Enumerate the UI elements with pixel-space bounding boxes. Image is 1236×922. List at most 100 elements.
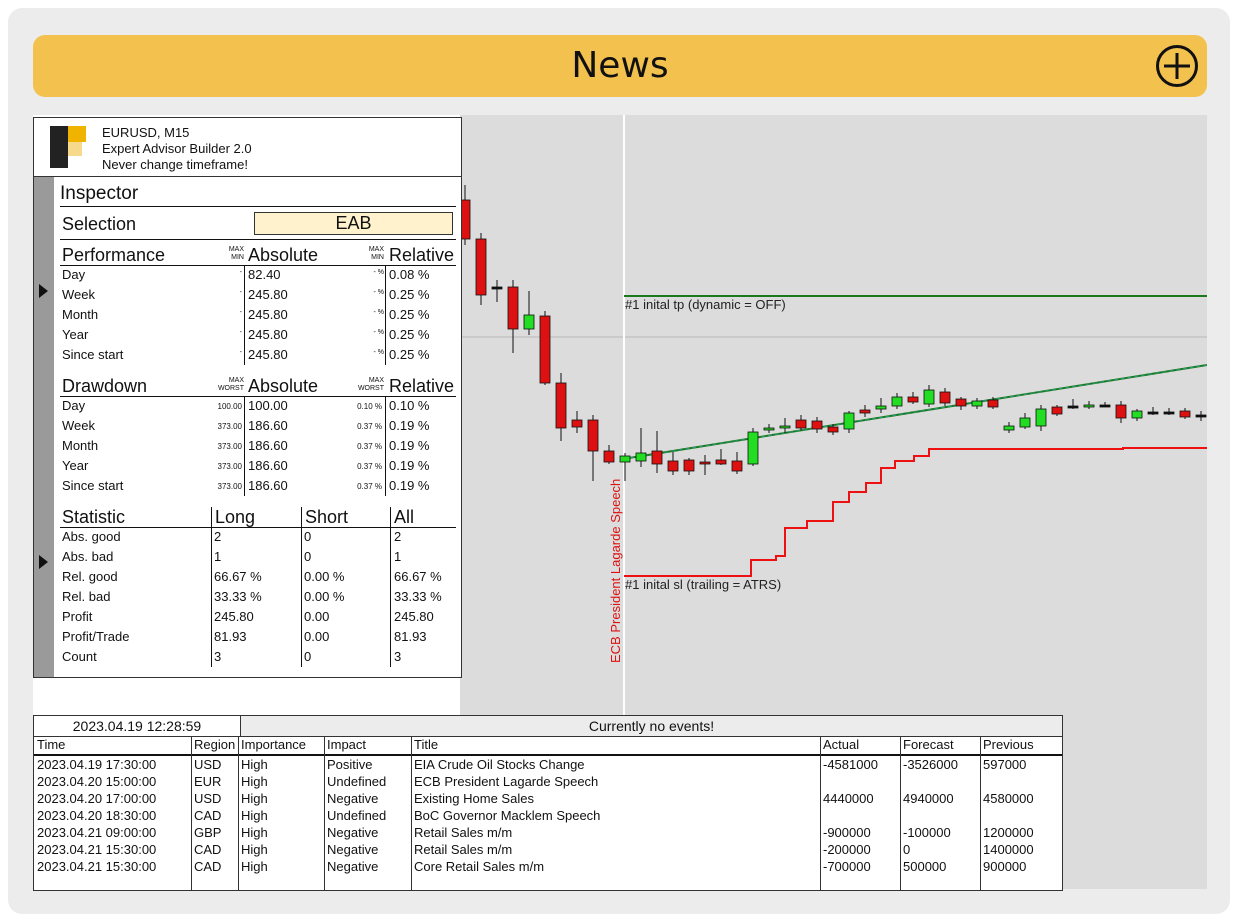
news-cell[interactable]: 2023.04.21 15:30:00 xyxy=(37,842,157,857)
drawdown-row-label: Since start xyxy=(62,478,124,493)
news-cell[interactable]: 0 xyxy=(903,842,911,857)
candle-body xyxy=(939,391,951,404)
news-column-header[interactable]: Forecast xyxy=(903,737,954,752)
drawdown-heading: Drawdown xyxy=(62,376,148,396)
news-cell[interactable]: 4940000 xyxy=(903,791,954,806)
selection-field[interactable]: EAB xyxy=(254,212,453,235)
news-cell[interactable]: High xyxy=(241,842,268,857)
news-cell[interactable]: -700000 xyxy=(823,859,871,874)
news-cell[interactable]: High xyxy=(241,825,268,840)
news-column-header[interactable]: Importance xyxy=(241,737,307,752)
perf-row-max-min: - xyxy=(239,289,242,296)
statistic-short-heading: Short xyxy=(305,507,349,527)
drawdown-row-label: Week xyxy=(62,418,95,433)
perf-row-max-min: - xyxy=(239,309,242,316)
news-cell[interactable]: USD xyxy=(194,791,222,806)
news-cell[interactable]: USD xyxy=(194,757,222,772)
expand-arrow-icon[interactable] xyxy=(39,555,48,569)
product-name: Expert Advisor Builder 2.0 xyxy=(102,141,252,156)
perf-row-label: Week xyxy=(62,287,95,302)
news-cell[interactable]: Negative xyxy=(327,859,379,874)
news-cell[interactable]: 597000 xyxy=(983,757,1027,772)
statistic-row-label: Rel. good xyxy=(62,569,118,584)
news-column-header[interactable]: Impact xyxy=(327,737,367,752)
news-cell[interactable]: 900000 xyxy=(983,859,1027,874)
news-cell[interactable]: CAD xyxy=(194,842,222,857)
news-cell[interactable]: EIA Crude Oil Stocks Change xyxy=(414,757,585,772)
news-cell[interactable]: 1200000 xyxy=(983,825,1034,840)
news-cell[interactable]: High xyxy=(241,808,268,823)
news-cell[interactable]: GBP xyxy=(194,825,222,840)
statistic-row-long: 245.80 xyxy=(214,609,254,624)
news-cell[interactable]: High xyxy=(241,791,268,806)
perf-row-label: Since start xyxy=(62,347,124,362)
news-column-header[interactable]: Previous xyxy=(983,737,1034,752)
perf-row-max-min: - xyxy=(239,269,242,276)
drawdown-row-relative: 0.19 % xyxy=(389,438,430,453)
candle-body xyxy=(491,286,503,290)
statistic-row-label: Rel. bad xyxy=(62,589,111,604)
news-cell[interactable]: -200000 xyxy=(823,842,871,857)
news-cell[interactable]: 1400000 xyxy=(983,842,1034,857)
news-cell[interactable]: BoC Governor Macklem Speech xyxy=(414,808,601,823)
news-column-header[interactable]: Actual xyxy=(823,737,860,752)
perf-row-absolute: 245.80 xyxy=(248,287,288,302)
news-cell[interactable]: Existing Home Sales xyxy=(414,791,534,806)
news-column-header[interactable]: Region xyxy=(194,737,236,752)
statistic-row-long: 2 xyxy=(214,529,222,544)
news-cell[interactable]: -3526000 xyxy=(903,757,958,772)
news-cell[interactable]: Undefined xyxy=(327,774,387,789)
news-cell[interactable]: CAD xyxy=(194,808,222,823)
drawdown-row-worst-rel: 0.10 % xyxy=(357,402,382,411)
news-cell[interactable]: -4581000 xyxy=(823,757,878,772)
news-cell[interactable]: 4580000 xyxy=(983,791,1034,806)
symbol-timeframe: EURUSD, M15 xyxy=(102,125,190,140)
selection-label: Selection xyxy=(62,214,137,234)
news-cell[interactable]: High xyxy=(241,774,268,789)
news-cell[interactable]: 2023.04.20 17:00:00 xyxy=(37,791,157,806)
news-cell[interactable]: 500000 xyxy=(903,859,947,874)
news-cell[interactable]: CAD xyxy=(194,859,222,874)
news-cell[interactable]: Positive xyxy=(327,757,373,772)
plus-circle-icon[interactable] xyxy=(1155,44,1199,88)
news-cell[interactable]: -100000 xyxy=(903,825,951,840)
candle-body xyxy=(875,405,887,410)
candle-body xyxy=(475,238,487,296)
news-column-header[interactable]: Title xyxy=(414,737,439,752)
news-cell[interactable]: Retail Sales m/m xyxy=(414,842,513,857)
candle-body xyxy=(587,419,599,452)
expand-arrow-icon[interactable] xyxy=(39,284,48,298)
performance-relative-heading: Relative xyxy=(389,245,455,265)
news-cell[interactable]: Negative xyxy=(327,791,379,806)
news-column-header[interactable]: Time xyxy=(37,737,66,752)
news-cell[interactable]: 2023.04.21 09:00:00 xyxy=(37,825,157,840)
drawdown-row-label: Month xyxy=(62,438,99,453)
news-cell[interactable]: 2023.04.21 15:30:00 xyxy=(37,859,157,874)
news-cell[interactable]: EUR xyxy=(194,774,222,789)
news-cell[interactable]: 2023.04.20 18:30:00 xyxy=(37,808,157,823)
news-cell[interactable]: ECB President Lagarde Speech xyxy=(414,774,599,789)
perf-row-absolute: 245.80 xyxy=(248,327,288,342)
stop-loss-label: #1 inital sl (trailing = ATRS) xyxy=(625,577,781,592)
statistic-row-short: 0.00 % xyxy=(304,569,345,584)
news-cell[interactable]: Retail Sales m/m xyxy=(414,825,513,840)
page-title: News xyxy=(571,45,669,86)
news-cell[interactable]: High xyxy=(241,859,268,874)
news-cell[interactable]: Undefined xyxy=(327,808,387,823)
news-cell[interactable]: Negative xyxy=(327,825,379,840)
candle-body xyxy=(699,461,711,465)
news-cell[interactable]: Negative xyxy=(327,842,379,857)
candle-body xyxy=(1003,425,1015,431)
perf-row-absolute: 245.80 xyxy=(248,307,288,322)
news-cell[interactable]: -900000 xyxy=(823,825,871,840)
perf-row-rel-max-min: - % xyxy=(373,349,385,356)
news-cell[interactable]: High xyxy=(241,757,268,772)
statistic-heading: Statistic xyxy=(62,507,126,527)
inspector-content: Inspector Selection EAB Performance MAX M… xyxy=(56,177,458,677)
news-cell[interactable]: Core Retail Sales m/m xyxy=(414,859,545,874)
candle-body xyxy=(763,427,775,431)
statistic-row-long: 66.67 % xyxy=(214,569,262,584)
news-cell[interactable]: 4440000 xyxy=(823,791,874,806)
news-cell[interactable]: 2023.04.19 17:30:00 xyxy=(37,757,157,772)
news-cell[interactable]: 2023.04.20 15:00:00 xyxy=(37,774,157,789)
